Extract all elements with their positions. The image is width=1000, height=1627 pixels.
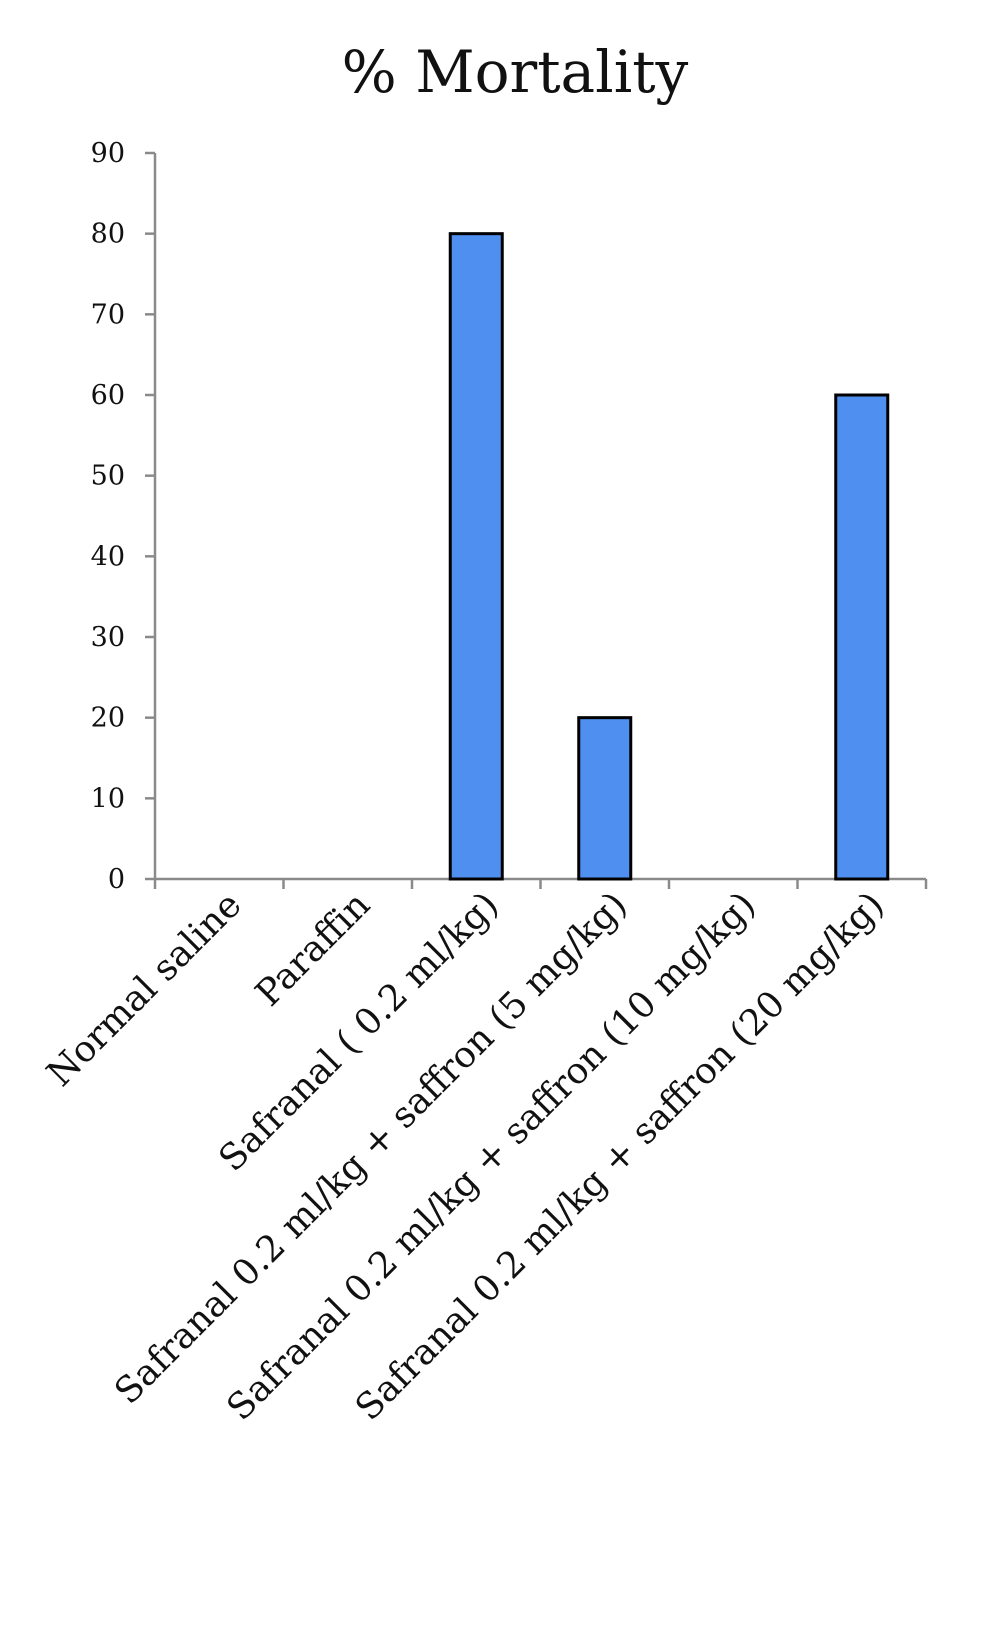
y-tick-label: 0: [108, 864, 125, 895]
y-tick-label: 20: [91, 703, 125, 734]
x-category-label: Normal saline: [39, 884, 249, 1094]
y-tick-label: 10: [91, 783, 125, 814]
x-category-label: Paraffin: [248, 884, 378, 1014]
y-tick-label: 50: [91, 461, 125, 492]
y-tick-label: 30: [91, 622, 125, 653]
y-tick-label: 70: [91, 299, 125, 330]
bar: [834, 393, 890, 881]
chart-title: % Mortality: [342, 38, 689, 106]
bar: [577, 716, 633, 881]
y-tick-label: 60: [91, 380, 125, 411]
y-tick-label: 90: [91, 138, 125, 169]
axes: [153, 153, 926, 881]
bar: [448, 232, 504, 881]
y-tick-label: 40: [91, 541, 125, 572]
x-axis-ticks: [153, 879, 928, 889]
y-tick-label: 80: [91, 219, 125, 250]
y-axis-ticks: 0 10 20 30 40 50 60 70 80 90: [91, 138, 155, 895]
bars: [448, 232, 890, 881]
